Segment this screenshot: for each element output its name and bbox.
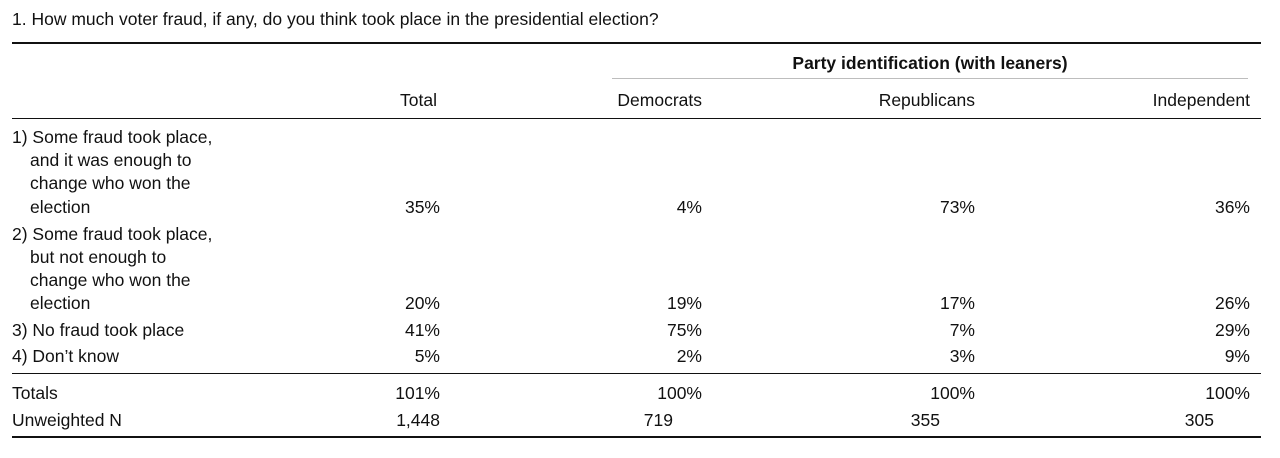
totals-independent-value: 100% [1205,383,1250,403]
top-rule [12,42,1261,44]
row-3-total-value: 41% [404,320,440,340]
totals-democrats-value: 100% [657,383,702,403]
row-2-total-value: 20% [404,293,440,313]
unweighted-n-republicans-value: 355 [910,410,940,430]
row-4-label: 4) Don’t know [12,346,119,366]
column-header-independent: Independent [1152,90,1250,110]
group-header-rule [612,78,1248,79]
column-header-democrats: Democrats [617,90,702,110]
row-2-label-line-3: change who won the [30,270,191,290]
unweighted-n-total-value: 1,448 [396,410,440,430]
row-3-republicans-value: 7% [949,320,975,340]
unweighted-n-independent-value: 305 [1184,410,1214,430]
bottom-rule [12,436,1261,438]
column-header-total: Total [400,90,437,110]
header-bottom-rule [12,118,1261,119]
party-identification-header: Party identification (with leaners) [792,53,1068,73]
row-2-independent-value: 26% [1214,293,1250,313]
row-1-independent-value: 36% [1214,197,1250,217]
row-3-democrats-value: 75% [666,320,702,340]
unweighted-n-label: Unweighted N [12,410,122,430]
row-2-label-line-1: 2) Some fraud took place, [12,224,213,244]
row-1-label-line-2: and it was enough to [30,150,192,170]
column-header-republicans: Republicans [878,90,975,110]
row-1-total-value: 35% [404,197,440,217]
row-2-republicans-value: 17% [939,293,975,313]
row-4-republicans-value: 3% [949,346,975,366]
row-1-republicans-value: 73% [939,197,975,217]
totals-rule [12,373,1261,374]
totals-label: Totals [12,383,58,403]
totals-total-value: 101% [395,383,440,403]
totals-republicans-value: 100% [930,383,975,403]
question-title: 1. How much voter fraud, if any, do you … [12,9,659,29]
row-1-democrats-value: 4% [676,197,702,217]
row-4-democrats-value: 2% [676,346,702,366]
row-4-independent-value: 9% [1224,346,1250,366]
row-2-label-line-4: election [30,293,91,313]
row-2-democrats-value: 19% [666,293,702,313]
row-4-total-value: 5% [414,346,440,366]
row-3-independent-value: 29% [1214,320,1250,340]
row-1-label-line-1: 1) Some fraud took place, [12,127,213,147]
row-2-label-line-2: but not enough to [30,247,167,267]
row-1-label-line-3: change who won the [30,173,191,193]
row-1-label-line-4: election [30,197,91,217]
row-3-label: 3) No fraud took place [12,320,185,340]
unweighted-n-democrats-value: 719 [643,410,673,430]
